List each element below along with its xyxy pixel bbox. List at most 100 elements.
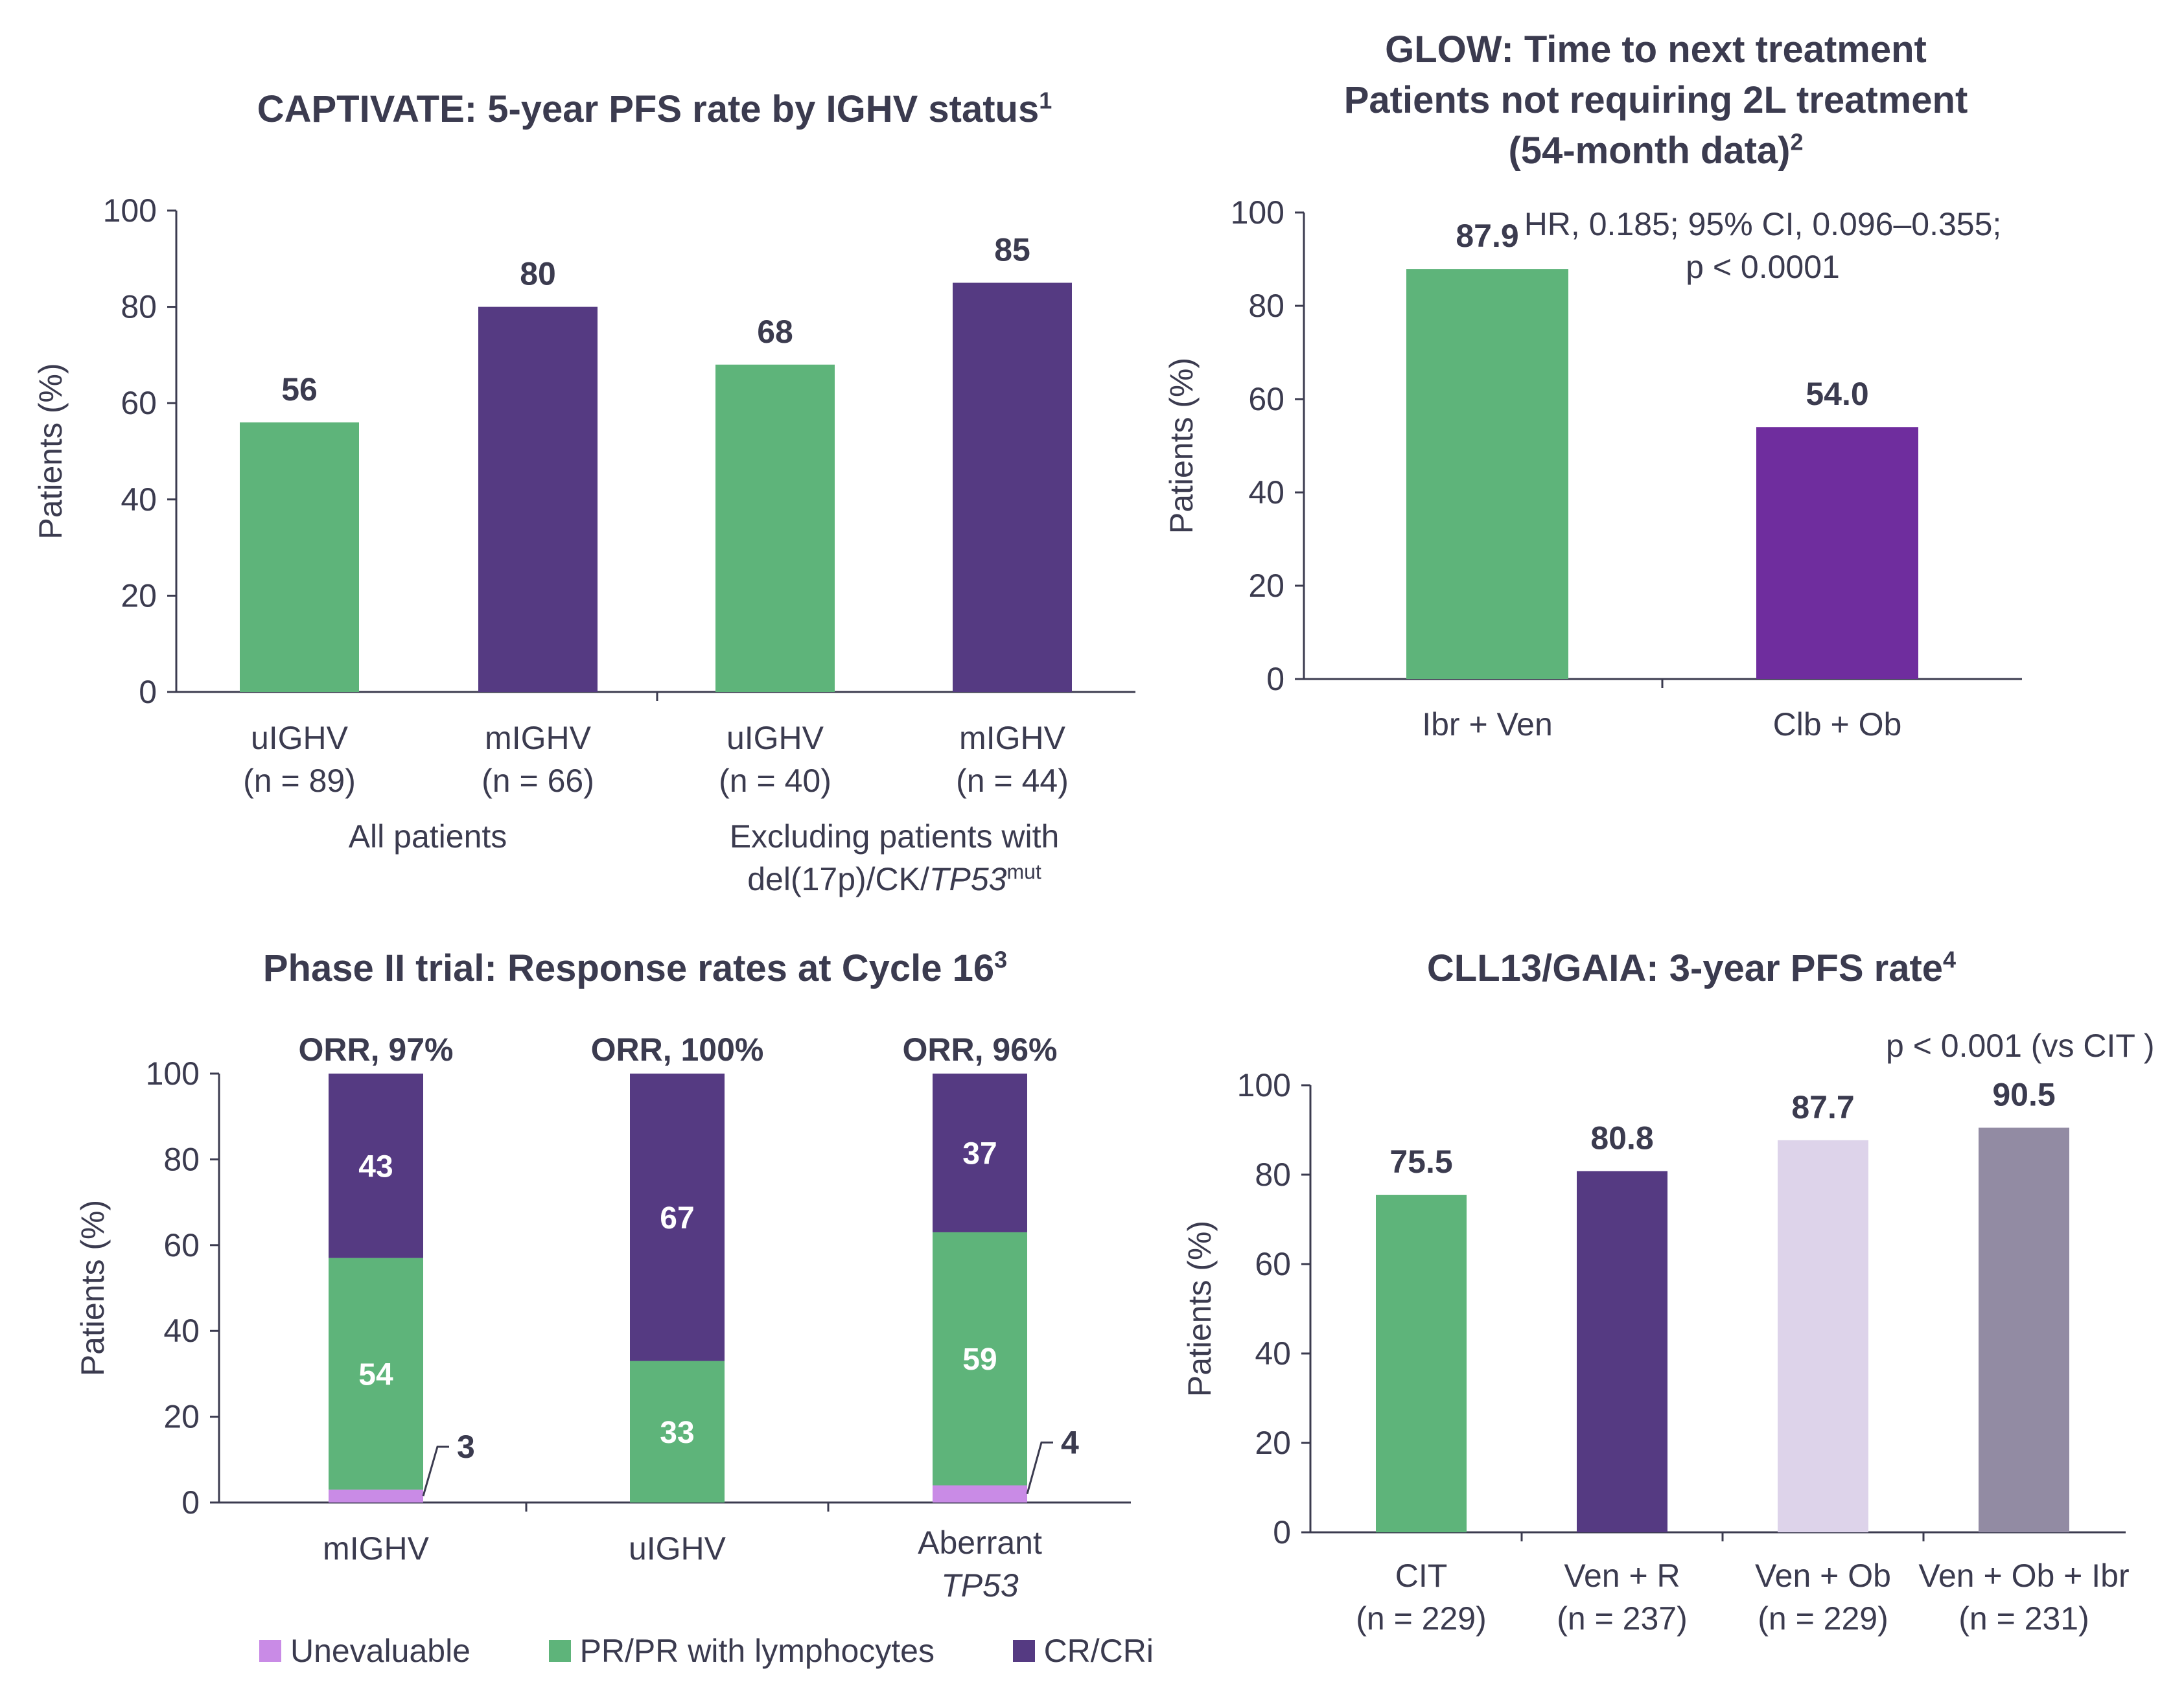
glow-y-tick-label: 80 <box>1248 288 1284 324</box>
captivate-group-all: All patients <box>348 818 507 855</box>
legend-item-pr: PR/PR with lymphocytes <box>548 1629 935 1672</box>
cll13-title: CLL13/GAIA: 3-year PFS rate4 <box>1426 946 1957 989</box>
cll13-x-label-3: Ven + Ob + Ibr (n = 231) <box>1918 1558 2130 1637</box>
phase2-segment-label: 37 <box>962 1136 997 1171</box>
legend-swatch-pr <box>548 1640 571 1662</box>
phase2-segment-label: 33 <box>660 1416 694 1450</box>
cll13-y-axis-title: Patients (%) <box>1181 1221 1218 1397</box>
cll13-value-label: 87.7 <box>1791 1089 1854 1125</box>
glow-y-tick-label: 0 <box>1266 661 1284 697</box>
phase2-y-tick-label: 60 <box>163 1227 200 1263</box>
captivate-bar <box>953 282 1072 692</box>
glow-panel: GLOW: Time to next treatment Patients no… <box>1115 0 2184 920</box>
phase2-bar-segment <box>933 1485 1027 1503</box>
cll13-x-label-0: CIT (n = 229) <box>1356 1558 1487 1637</box>
phase2-y-tick-label: 0 <box>181 1484 200 1521</box>
cll13-value-label: 75.5 <box>1389 1144 1452 1180</box>
phase2-panel: Phase II trial: Response rates at Cycle … <box>0 920 1141 1704</box>
captivate-y-axis-title: Patients (%) <box>32 363 69 539</box>
glow-chart: 0 20 40 60 80 100 Patients (%) 87.9 54.0 <box>1163 194 2022 697</box>
glow-y-axis-title: Patients (%) <box>1163 358 1200 534</box>
legend-swatch-cr <box>1012 1640 1035 1662</box>
phase2-x-label-1: uIGHV <box>628 1530 726 1567</box>
captivate-value-label: 85 <box>994 231 1030 268</box>
cll13-bar <box>1778 1140 1868 1532</box>
phase2-y-tick-label: 20 <box>163 1399 200 1435</box>
captivate-value-label: 68 <box>757 314 793 350</box>
cll13-value-label: 80.8 <box>1590 1120 1653 1156</box>
phase2-unevaluable-leader <box>422 1445 449 1497</box>
glow-y-tick-label: 60 <box>1248 381 1284 417</box>
cll13-y-tick-label: 100 <box>1237 1067 1291 1103</box>
cll13-y-tick-label: 40 <box>1255 1335 1291 1372</box>
captivate-y-tick-label: 60 <box>121 385 157 421</box>
cll13-y-tick-label: 0 <box>1273 1514 1291 1550</box>
captivate-y-tick-label: 20 <box>121 577 157 614</box>
phase2-orr-label: ORR, 97% <box>299 1031 454 1068</box>
captivate-x-label-0: uIGHV (n = 89) <box>243 720 356 799</box>
glow-bar <box>1406 269 1568 679</box>
captivate-y-tick-label: 80 <box>121 289 157 325</box>
phase2-x-label-0: mIGHV <box>323 1530 429 1567</box>
captivate-x-label-1: mIGHV (n = 66) <box>482 720 594 799</box>
phase2-bar-segment <box>630 1361 725 1503</box>
cll13-x-label-2: Ven + Ob (n = 229) <box>1755 1558 1891 1637</box>
captivate-chart: 0 20 40 60 80 100 Patients (%) 56 80 68 85 <box>32 192 1135 710</box>
phase2-orr-label: ORR, 100% <box>591 1031 764 1068</box>
phase2-y-tick-label: 100 <box>146 1055 200 1092</box>
glow-y-tick-label: 40 <box>1248 474 1284 511</box>
phase2-segment-label: 54 <box>358 1357 393 1392</box>
phase2-segment-label: 43 <box>358 1149 393 1184</box>
cll13-p-note: p < 0.001 (vs CIT ) <box>1886 1028 2155 1064</box>
glow-bar <box>1756 427 1918 679</box>
phase2-unevaluable-label: 4 <box>1061 1424 1079 1460</box>
phase2-bar-segment <box>933 1232 1027 1486</box>
glow-hr-note: HR, 0.185; 95% CI, 0.096–0.355; p < 0.00… <box>1524 206 2002 285</box>
cll13-x-label-1: Ven + R (n = 237) <box>1557 1558 1688 1637</box>
captivate-x-label-3: mIGHV (n = 44) <box>956 720 1069 799</box>
captivate-bar <box>715 364 835 692</box>
phase2-bar-segment <box>933 1074 1027 1232</box>
phase2-segment-label: 59 <box>962 1342 997 1377</box>
glow-y-tick-label: 20 <box>1248 568 1284 604</box>
cll13-bar <box>1577 1171 1667 1532</box>
captivate-value-label: 56 <box>281 371 318 408</box>
captivate-value-label: 80 <box>520 256 556 292</box>
glow-value-label: 54.0 <box>1806 376 1868 412</box>
legend-item-cr: CR/CRi <box>1012 1629 1154 1672</box>
phase2-legend: Unevaluable PR/PR with lymphocytes CR/CR… <box>259 1629 1154 1672</box>
phase2-segment-label: 67 <box>660 1201 694 1236</box>
glow-value-label: 87.9 <box>1456 218 1518 254</box>
captivate-title: CAPTIVATE: 5-year PFS rate by IGHV statu… <box>257 87 1052 130</box>
cll13-value-label: 90.5 <box>1992 1077 2055 1113</box>
cll13-y-tick-label: 80 <box>1255 1157 1291 1193</box>
phase2-bar-segment <box>329 1074 423 1258</box>
phase2-y-tick-label: 40 <box>163 1313 200 1349</box>
phase2-title: Phase II trial: Response rates at Cycle … <box>262 946 1008 989</box>
phase2-bar-segment <box>329 1490 423 1503</box>
glow-x-label-1: Clb + Ob <box>1772 706 1902 743</box>
legend-item-unevaluable: Unevaluable <box>259 1629 470 1672</box>
legend-swatch-unevaluable <box>259 1640 281 1662</box>
cll13-bar <box>1376 1195 1467 1532</box>
cll13-chart: 0 20 40 60 80 100 Patients (%) 75.5 80.8 87.7 90.5 <box>1181 1067 2126 1550</box>
glow-title: GLOW: Time to next treatment Patients no… <box>1343 29 1968 172</box>
captivate-y-tick-label: 0 <box>139 674 157 710</box>
phase2-y-axis-title: Patients (%) <box>75 1200 111 1376</box>
cll13-y-tick-label: 20 <box>1255 1425 1291 1461</box>
captivate-group-excluding: Excluding patients with del(17p)/CK/TP53… <box>729 818 1060 897</box>
captivate-bar <box>478 306 598 693</box>
cll13-panel: CLL13/GAIA: 3-year PFS rate4 p < 0.001 (… <box>1141 920 2184 1704</box>
captivate-y-tick-label: 100 <box>103 192 157 229</box>
phase2-unevaluable-label: 3 <box>457 1429 475 1465</box>
captivate-panel: CAPTIVATE: 5-year PFS rate by IGHV statu… <box>0 0 1135 920</box>
phase2-bar-segment <box>630 1074 725 1361</box>
phase2-y-tick-label: 80 <box>163 1141 200 1177</box>
captivate-bar <box>240 422 359 692</box>
glow-y-tick-label: 100 <box>1231 194 1284 231</box>
phase2-orr-label: ORR, 96% <box>903 1031 1058 1068</box>
cll13-y-tick-label: 60 <box>1255 1246 1291 1282</box>
phase2-bar-segment <box>329 1258 423 1490</box>
cll13-bar <box>1979 1127 2069 1532</box>
